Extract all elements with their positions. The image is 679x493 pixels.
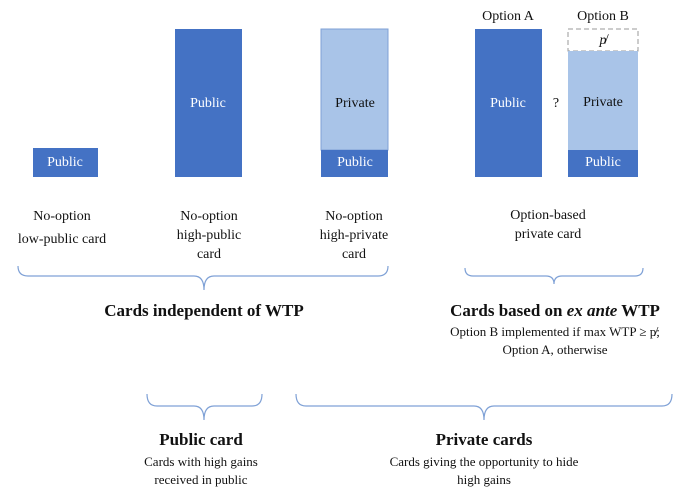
group-title: Private cards (436, 430, 533, 449)
segment-label: Public (585, 155, 621, 170)
public-segment (568, 150, 638, 177)
brace (295, 393, 673, 421)
segment-label: Public (47, 155, 83, 170)
public-segment (33, 148, 98, 177)
segment-label: Private (583, 95, 623, 110)
separator: ? (553, 96, 559, 111)
option-label: Option B (577, 9, 629, 24)
caption: high-private (320, 228, 388, 243)
option-label: Option A (482, 9, 535, 24)
group-title: Public card (159, 430, 243, 449)
segment-label: Public (190, 96, 226, 111)
brace (17, 265, 389, 291)
public-segment (321, 150, 388, 177)
group-note: Cards giving the opportunity to hide (390, 454, 579, 469)
brace (464, 267, 644, 285)
public-segment (175, 29, 242, 177)
threshold-box (567, 28, 639, 52)
group-title: Cards based on ex ante WTP (450, 301, 660, 320)
caption: high-public (177, 228, 242, 243)
group-note: Option B implemented if max WTP ≥ p̸; (450, 324, 660, 339)
private-segment (568, 51, 638, 150)
title-part: WTP (617, 301, 660, 320)
caption: low-public card (18, 232, 106, 247)
threshold: p̸ (599, 33, 610, 48)
title-part: Cards based on (450, 301, 567, 320)
segment-label: Public (337, 155, 373, 170)
private-segment (320, 28, 389, 151)
caption: Option-based (510, 208, 585, 223)
caption: card (197, 247, 221, 262)
caption: private card (515, 227, 581, 242)
brace (146, 393, 263, 421)
caption: card (342, 247, 366, 262)
public-segment (475, 29, 542, 177)
group-note: Cards with high gains (144, 454, 258, 469)
group-note: high gains (457, 472, 511, 487)
segment-label: Private (335, 96, 375, 111)
title-part: ex ante (567, 301, 618, 320)
caption: No-option (180, 209, 238, 224)
group-note: received in public (154, 472, 247, 487)
caption: No-option (325, 209, 383, 224)
group-note: Option A, otherwise (502, 342, 607, 357)
segment-label: Public (490, 96, 526, 111)
group-title: Cards independent of WTP (104, 301, 303, 320)
caption: No-option (33, 209, 91, 224)
